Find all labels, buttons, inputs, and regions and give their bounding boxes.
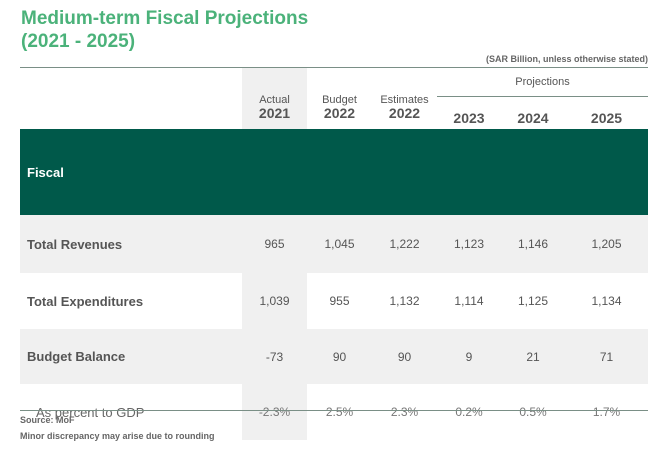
table-cell: 0.2%	[455, 405, 483, 419]
table-cell: 1,205	[591, 237, 622, 251]
header-budget-year: 2022	[323, 105, 356, 121]
title-line-2: (2021 - 2025)	[21, 31, 136, 52]
table-cell: 0.5%	[519, 405, 547, 419]
bottom-rule	[20, 410, 648, 411]
table-cell: -73	[265, 349, 284, 364]
unit-note: (SAR Billion, unless otherwise stated)	[485, 54, 648, 64]
row-label-percent-gdp: As percent to GDP	[36, 404, 145, 420]
header-actual-year: 2021	[258, 105, 291, 121]
table-cell: 1,123	[453, 237, 485, 251]
table-cell: 9	[465, 349, 473, 364]
row-label-total-revenues: Total Revenues	[27, 236, 123, 252]
row-label-total-expenditures: Total Expenditures	[27, 293, 144, 309]
top-rule	[20, 67, 648, 68]
section-band-fiscal: Fiscal	[20, 129, 648, 215]
table-cell: 71	[599, 349, 614, 364]
page-title: Medium-term Fiscal Projections (2021 - 2…	[21, 7, 308, 53]
table-cell: 1,146	[517, 237, 549, 251]
header-projection-year: 2024	[517, 110, 549, 126]
table-cell: 1,125	[517, 294, 549, 308]
header-projection-year: 2025	[590, 110, 623, 126]
footnote-source: Source: MoF	[20, 415, 75, 425]
table-cell: 1,222	[389, 237, 420, 251]
header-budget-label: Budget	[322, 94, 357, 106]
table-cell: 1,114	[454, 294, 484, 308]
table-cell: 1,039	[259, 294, 290, 308]
header-projections-label: Projections	[437, 68, 648, 97]
header-projection-year: 2023	[453, 110, 485, 126]
row-shade	[20, 329, 648, 384]
table-cell: 90	[332, 349, 347, 364]
table-cell: 1,045	[324, 237, 355, 251]
header-budget: Budget 2022	[307, 68, 372, 129]
table-cell: 21	[526, 349, 540, 364]
header-estimates-label: Estimates	[380, 94, 429, 106]
table-cell: 1.7%	[592, 405, 621, 419]
row-label-budget-balance: Budget Balance	[27, 349, 126, 364]
table-cell: 1,134	[591, 294, 622, 308]
row-shade	[20, 215, 648, 273]
table-cell: 90	[397, 349, 412, 364]
table-cell: -2.3%	[258, 405, 291, 419]
table-cell: 965	[264, 237, 285, 251]
header-estimates-year: 2022	[388, 105, 421, 121]
footnote-rounding: Minor discrepancy may arise due to round…	[20, 431, 215, 441]
title-line-1: Medium-term Fiscal Projections	[21, 8, 309, 29]
table-cell: 2.5%	[325, 405, 354, 419]
table-cell: 1,132	[389, 294, 420, 308]
header-estimates: Estimates 2022	[372, 68, 437, 129]
table-cell: 955	[329, 294, 350, 308]
table-cell: 2.3%	[390, 405, 419, 419]
fiscal-table: Actual 2021 Budget 2022 Estimates 2022 P…	[20, 68, 648, 440]
header-actual: Actual 2021	[242, 68, 307, 129]
header-actual-label: Actual	[259, 94, 290, 106]
